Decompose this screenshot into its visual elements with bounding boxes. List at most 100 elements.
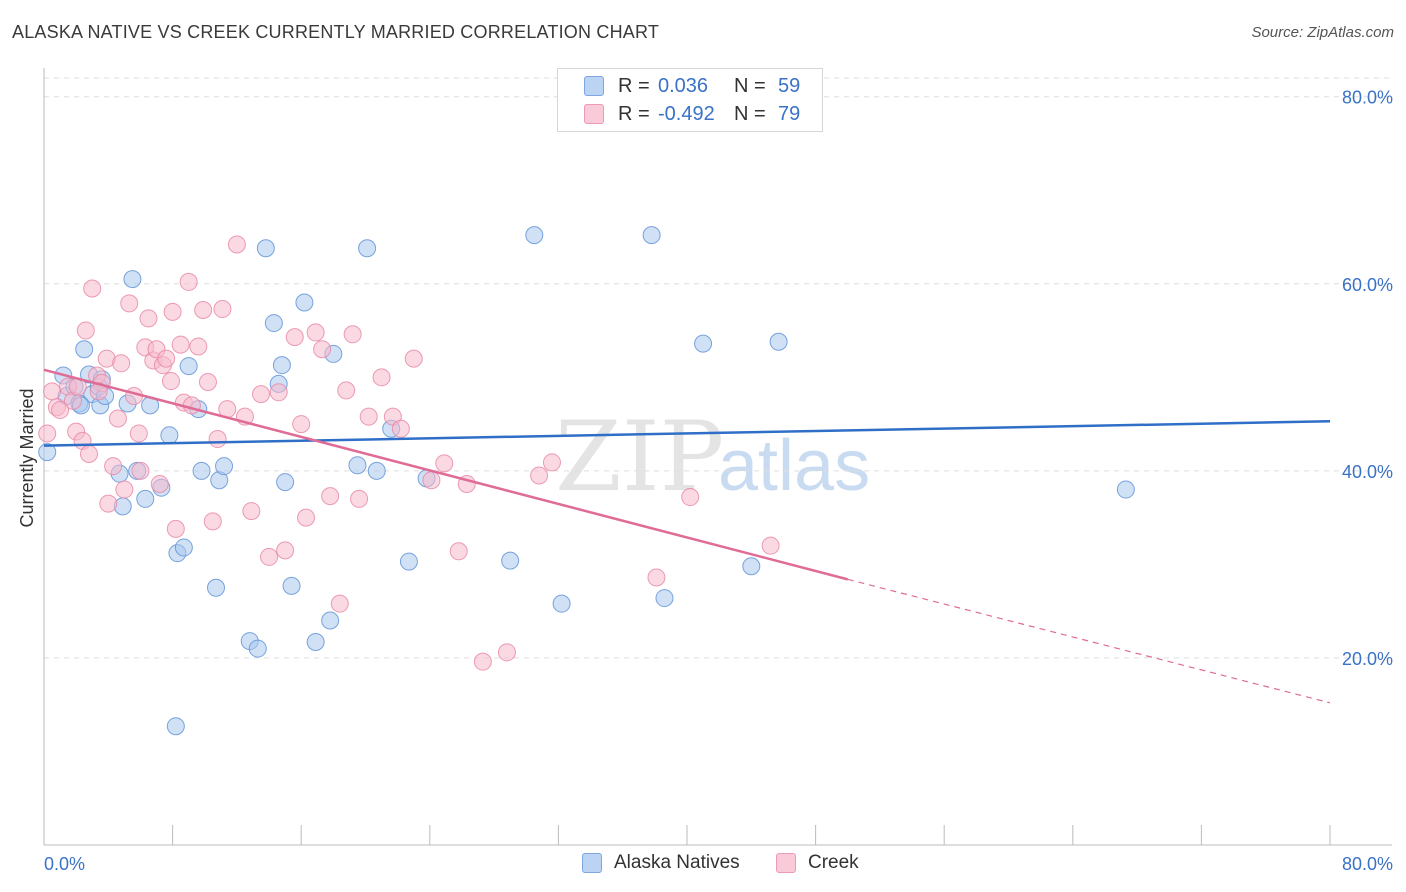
- creek-point: [292, 415, 311, 434]
- creek-point: [343, 325, 362, 344]
- creek-point: [131, 461, 150, 480]
- creek-point: [83, 279, 102, 298]
- legend-n-label: N =: [734, 74, 766, 97]
- creek-point: [104, 457, 123, 476]
- creek-point: [269, 383, 288, 402]
- creek-point: [681, 488, 700, 507]
- creek-point: [51, 401, 70, 420]
- creek-point: [404, 349, 423, 368]
- correlation-legend: R = 0.036 N = 59 R = -0.492 N = 79: [557, 68, 823, 132]
- alaska-point: [264, 314, 283, 333]
- alaska-point: [276, 473, 295, 492]
- legend-item-alaska: Alaska Natives: [582, 852, 740, 874]
- creek-point: [150, 474, 169, 493]
- creek-point: [157, 349, 176, 368]
- creek-point: [359, 407, 378, 426]
- creek-point: [242, 502, 261, 521]
- alaska-point: [179, 357, 198, 376]
- alaska-point: [123, 270, 142, 289]
- alaska-point: [207, 578, 226, 597]
- y-tick-label: 40.0%: [1342, 462, 1393, 482]
- creek-point: [530, 466, 549, 485]
- creek-trend-extension: [847, 578, 1331, 704]
- creek-point: [260, 547, 279, 566]
- alaska-point: [166, 717, 185, 736]
- legend-n-value: 79: [778, 102, 801, 125]
- creek-point: [227, 235, 246, 254]
- creek-point: [80, 445, 99, 464]
- creek-point: [182, 396, 201, 415]
- creek-point: [179, 272, 198, 291]
- y-tick-label: 20.0%: [1342, 649, 1393, 669]
- creek-point: [435, 454, 454, 473]
- creek-point: [163, 302, 182, 321]
- creek-point: [213, 300, 232, 319]
- creek-trend-line: [43, 368, 849, 581]
- creek-point: [38, 424, 57, 443]
- alaska-point: [552, 594, 571, 613]
- legend-row-alaska: R = 0.036 N = 59: [558, 72, 800, 100]
- creek-point: [76, 321, 95, 340]
- creek-point: [372, 368, 391, 387]
- creek-point: [337, 381, 356, 400]
- y-tick-label: 80.0%: [1342, 88, 1393, 108]
- alaska-point: [367, 461, 386, 480]
- x-tick-label: 0.0%: [44, 854, 85, 874]
- alaska-trend-line: [43, 420, 1331, 447]
- creek-point: [171, 335, 190, 354]
- creek-point: [497, 643, 516, 662]
- creek-point: [208, 430, 227, 449]
- chart-title: ALASKA NATIVE VS CREEK CURRENTLY MARRIED…: [12, 22, 660, 42]
- alaska-legend-swatch: [582, 853, 602, 873]
- alaska-point: [295, 293, 314, 312]
- alaska-point: [75, 340, 94, 359]
- alaska-point: [272, 356, 291, 375]
- creek-point: [43, 382, 62, 401]
- alaska-point: [769, 332, 788, 351]
- alaska-point: [358, 239, 377, 258]
- y-tick-label: 60.0%: [1342, 275, 1393, 295]
- creek-legend-swatch: [776, 853, 796, 873]
- creek-point: [198, 372, 217, 391]
- legend-label-alaska: Alaska Natives: [614, 852, 740, 873]
- alaska-point: [192, 461, 211, 480]
- y-axis-label: Currently Married: [17, 388, 37, 527]
- alaska-point: [282, 576, 301, 595]
- creek-point: [129, 424, 148, 443]
- creek-point: [542, 453, 561, 472]
- creek-point: [297, 508, 316, 527]
- creek-point: [647, 568, 666, 587]
- creek-point: [139, 309, 158, 328]
- creek-point: [449, 542, 468, 561]
- alaska-point: [525, 226, 544, 245]
- creek-point: [120, 294, 139, 313]
- creek-point: [99, 494, 118, 513]
- creek-point: [473, 652, 492, 671]
- legend-n-label: N =: [734, 102, 766, 125]
- legend-r-label: R =: [618, 74, 650, 97]
- legend-r-label: R =: [618, 102, 650, 125]
- legend-label-creek: Creek: [808, 852, 859, 873]
- creek-point: [161, 372, 180, 391]
- watermark-atlas: atlas: [718, 426, 870, 506]
- alaska-point: [248, 639, 267, 658]
- creek-point: [194, 300, 213, 319]
- alaska-point: [136, 489, 155, 508]
- alaska-point: [38, 443, 57, 462]
- series-legend: Alaska Natives Creek: [0, 852, 1406, 878]
- creek-point: [189, 337, 208, 356]
- creek-point: [285, 328, 304, 347]
- creek-point: [108, 409, 127, 428]
- legend-r-value: -0.492: [658, 102, 715, 125]
- creek-point: [112, 354, 131, 373]
- alaska-point: [174, 538, 193, 557]
- alaska-point: [655, 589, 674, 608]
- alaska-point: [501, 551, 520, 570]
- creek-point: [252, 385, 271, 404]
- legend-n-value: 59: [778, 74, 801, 97]
- alaska-point: [694, 334, 713, 353]
- alaska-point: [642, 226, 661, 245]
- alaska-point: [1116, 480, 1135, 499]
- legend-row-creek: R = -0.492 N = 79: [558, 100, 800, 128]
